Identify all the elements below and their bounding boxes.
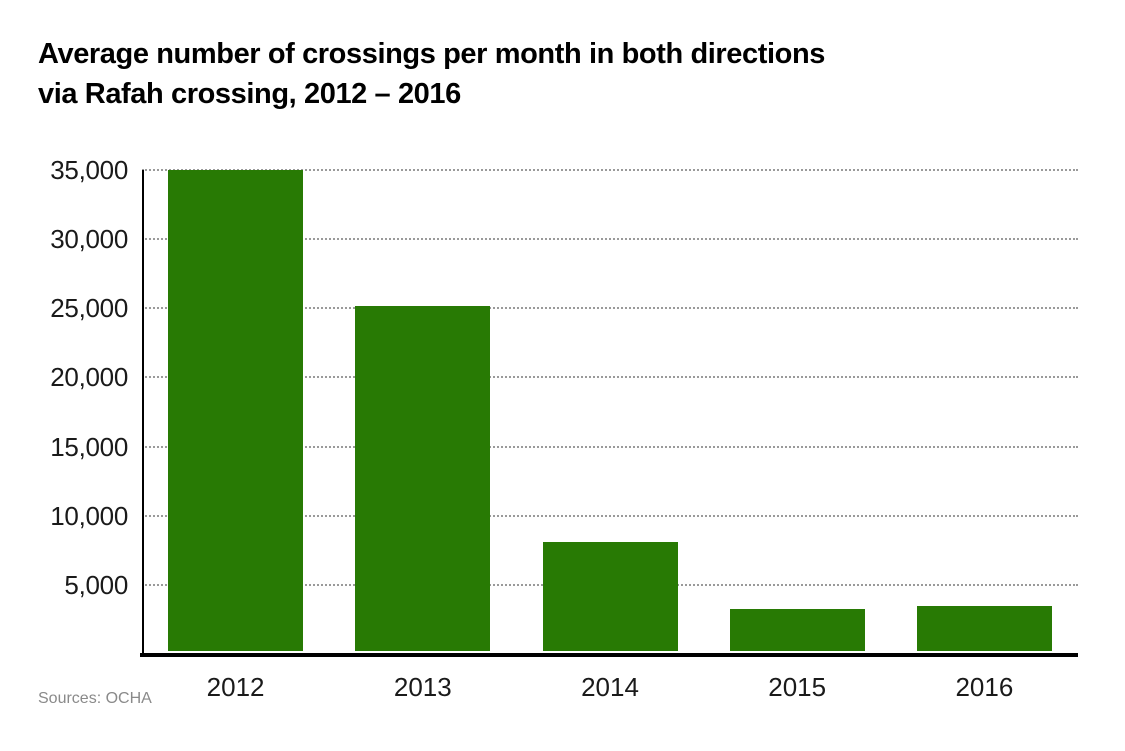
y-tick-label-10000: 10,000 <box>50 500 128 531</box>
bar-2013 <box>355 305 491 651</box>
bar-2015 <box>729 609 865 651</box>
chart-title-line1: Average number of crossings per month in… <box>38 38 826 70</box>
y-tick-label-20000: 20,000 <box>50 362 128 393</box>
x-tick-label-2012: 2012 <box>206 672 265 702</box>
x-axis-line <box>140 653 1078 657</box>
x-tick-label-2016: 2016 <box>955 672 1014 702</box>
x-tick-label-2014: 2014 <box>581 672 639 702</box>
x-tick-label-2013: 2013 <box>393 672 452 702</box>
y-axis-line <box>142 170 144 654</box>
bar-2012 <box>168 170 304 651</box>
y-tick-label-25000: 25,000 <box>50 293 128 324</box>
y-tick-label-15000: 15,000 <box>50 431 128 462</box>
bar-2014 <box>542 541 678 651</box>
gridline-30000 <box>142 238 1078 241</box>
x-tick-label-2015: 2015 <box>768 672 827 702</box>
gridline-20000 <box>142 376 1078 379</box>
y-tick-label-30000: 30,000 <box>50 224 128 255</box>
gridline-35000 <box>142 169 1078 171</box>
chart-title-line2: via Rafah crossing, 2012 – 2016 <box>38 78 461 110</box>
y-tick-label-5000: 5,000 <box>64 569 128 600</box>
chart-title: Average number of crossings per month in… <box>38 34 825 114</box>
y-tick-label-35000: 35,000 <box>50 155 128 185</box>
gridline-15000 <box>142 445 1078 448</box>
source-note: Sources: OCHA <box>38 690 152 707</box>
gridline-25000 <box>142 307 1078 310</box>
bar-2016 <box>916 606 1052 651</box>
gridline-10000 <box>142 514 1078 517</box>
